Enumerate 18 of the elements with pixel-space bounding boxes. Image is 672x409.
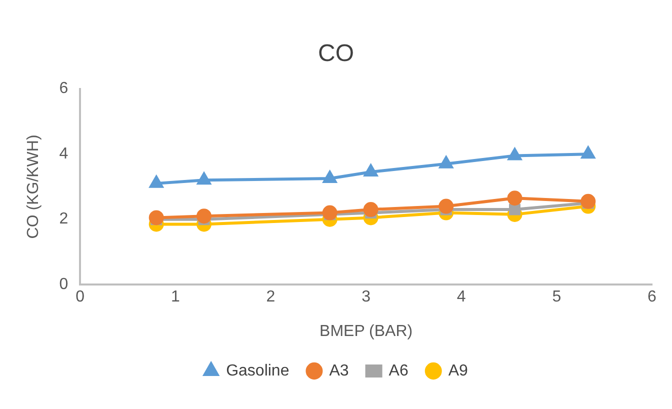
legend-label: A9 xyxy=(448,362,468,380)
x-tick-label: 4 xyxy=(456,288,466,306)
x-tick-label: 5 xyxy=(552,288,562,306)
x-tick-label: 6 xyxy=(648,288,657,306)
x-tick-label: 1 xyxy=(170,288,180,306)
x-axis-title: BMEP (BAR) xyxy=(320,322,413,340)
y-tick-label: 4 xyxy=(59,145,68,162)
legend-label: A6 xyxy=(388,362,408,380)
x-tick-label: 2 xyxy=(266,288,276,306)
x-tick-label: 3 xyxy=(362,288,371,306)
x-tick-label: 0 xyxy=(76,288,85,306)
y-tick-label: 0 xyxy=(59,276,68,294)
y-tick-label: 6 xyxy=(59,80,68,98)
chart-title: CO xyxy=(318,40,354,68)
legend-label: Gasoline xyxy=(226,362,290,380)
legend-label: A3 xyxy=(329,362,349,380)
y-tick-label: 2 xyxy=(59,210,68,228)
y-axis-title: CO (KG/KWH) xyxy=(25,134,42,239)
